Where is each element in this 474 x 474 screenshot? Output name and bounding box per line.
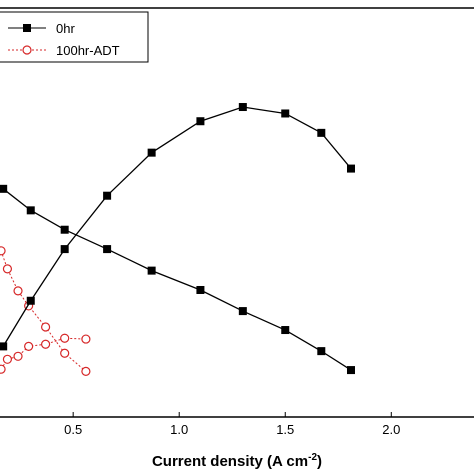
marker xyxy=(281,326,290,335)
marker xyxy=(238,103,247,112)
marker xyxy=(0,364,6,374)
series-line xyxy=(2,106,352,347)
x-tick-label: 0.5 xyxy=(64,422,82,437)
marker xyxy=(60,245,69,254)
x-tick-label: 2.0 xyxy=(382,422,400,437)
marker xyxy=(60,333,70,343)
marker xyxy=(317,347,326,356)
x-label-sup: -2 xyxy=(308,452,317,463)
x-axis-label: Current density (A cm-2) xyxy=(152,452,322,470)
x-tick-label: 1.0 xyxy=(170,422,188,437)
legend-label: 0hr xyxy=(56,21,75,36)
x-tick-label: 1.5 xyxy=(276,422,294,437)
marker xyxy=(2,264,13,274)
marker xyxy=(103,245,112,254)
marker xyxy=(196,285,205,294)
marker xyxy=(196,117,205,126)
marker xyxy=(346,366,355,375)
marker xyxy=(81,334,91,344)
marker xyxy=(24,341,34,351)
x-label-text: Current density (A cm xyxy=(152,453,308,470)
plot xyxy=(0,103,355,376)
series-line xyxy=(0,250,87,372)
marker xyxy=(0,342,8,351)
marker xyxy=(13,351,23,361)
marker xyxy=(40,339,51,349)
series-line xyxy=(2,188,352,371)
marker xyxy=(40,322,51,332)
marker xyxy=(238,307,247,316)
marker xyxy=(81,366,91,376)
x-label-end: ) xyxy=(317,453,322,470)
marker xyxy=(26,206,35,215)
marker xyxy=(346,164,355,173)
marker xyxy=(103,191,112,200)
marker xyxy=(60,348,70,358)
marker xyxy=(317,128,326,137)
marker xyxy=(147,266,156,275)
marker xyxy=(26,296,35,305)
marker xyxy=(0,184,8,193)
marker xyxy=(2,354,13,364)
marker xyxy=(13,286,23,296)
marker xyxy=(0,246,6,256)
marker xyxy=(23,24,31,32)
marker xyxy=(60,225,69,234)
marker xyxy=(147,148,156,157)
legend: 0hr 100hr-ADT xyxy=(0,11,149,63)
legend-label: 100hr-ADT xyxy=(56,43,120,58)
marker xyxy=(22,45,32,55)
marker xyxy=(281,109,290,118)
